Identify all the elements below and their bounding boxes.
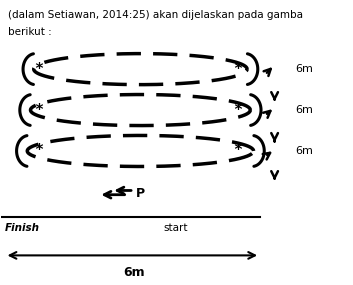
Text: *: * [233, 103, 242, 117]
Text: (dalam Setiawan, 2014:25) akan dijelaskan pada gamba: (dalam Setiawan, 2014:25) akan dijelaska… [8, 10, 303, 20]
Text: 6m: 6m [295, 105, 313, 115]
Text: berikut :: berikut : [8, 27, 52, 37]
Text: start: start [163, 223, 187, 233]
Text: *: * [34, 103, 43, 117]
Text: P: P [136, 187, 145, 200]
Text: *: * [233, 62, 242, 77]
Text: 6m: 6m [295, 64, 313, 74]
Text: *: * [34, 143, 43, 158]
Text: *: * [233, 143, 242, 158]
Text: Finish: Finish [5, 223, 40, 233]
Text: 6m: 6m [123, 266, 145, 279]
Text: 6m: 6m [295, 146, 313, 156]
Text: *: * [34, 62, 43, 77]
